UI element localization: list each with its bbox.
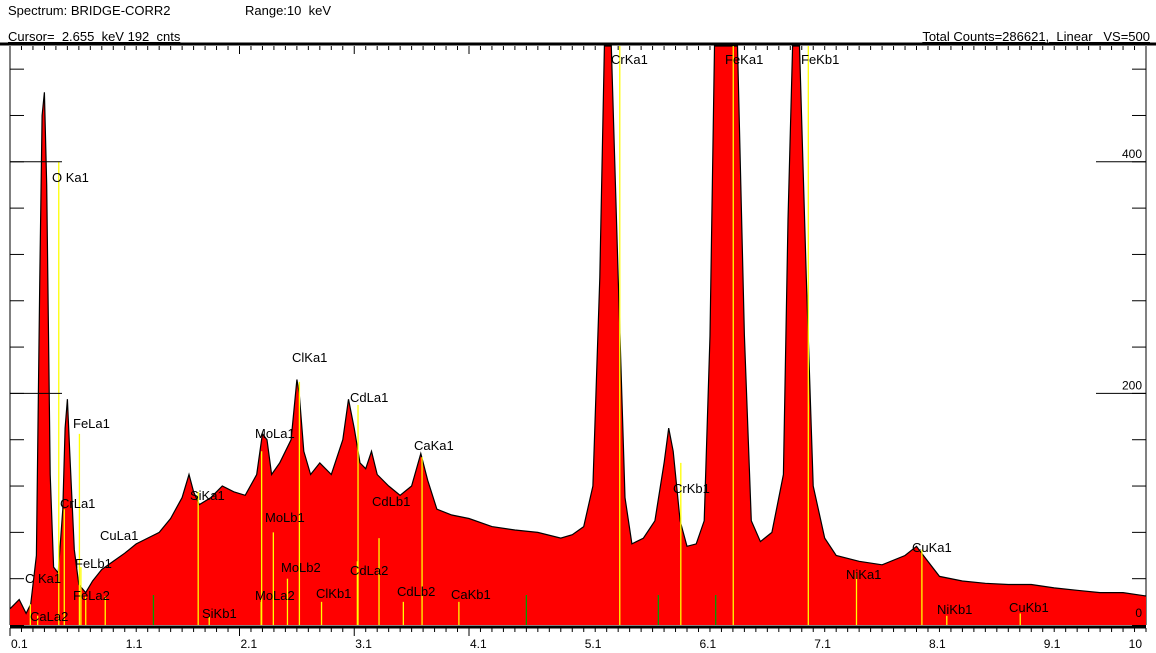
peak-labels: C Ka1 CaLa2 O Ka1 CrLa1 FeLa1 FeLb1 FeLa2 CuLa1… [25,52,1049,624]
x-tick-label: 8.1 [929,637,946,651]
peak-label: NiKb1 [937,602,972,617]
x-tick-label: 7.1 [814,637,831,651]
x-tick-label: 10 [1129,637,1143,651]
peak-label: CdLa2 [350,563,388,578]
x-tick-label: 1.1 [126,637,143,651]
energy-range: Range:10 keV [245,3,332,18]
peak-label: C Ka1 [25,571,61,586]
peak-label: SiKa1 [190,488,225,503]
peak-label: CaKb1 [451,587,491,602]
peak-label: FeLa1 [73,416,110,431]
x-tick-label: 5.1 [585,637,602,651]
x-tick-label: 0.1 [11,637,28,651]
peak-label: MoLa2 [255,588,295,603]
y-tick-label: 400 [1122,147,1142,161]
peak-label: MoLb1 [265,510,305,525]
x-tick-label: 6.1 [699,637,716,651]
spectrum-outline [9,45,1147,615]
peak-label: FeLa2 [73,588,110,603]
peak-label: NiKa1 [846,567,881,582]
peak-label: SiKb1 [202,606,237,621]
x-tick-label: 3.1 [355,637,372,651]
plot-frame [0,42,1156,626]
peak-label: CaLa2 [30,609,68,624]
peak-label: MoLb2 [281,560,321,575]
peak-label: CrKa1 [611,52,648,67]
peak-label: FeLb1 [75,556,112,571]
spectrum-fill [10,46,1146,625]
peak-label: CuLa1 [100,528,138,543]
spectrum-name: Spectrum: BRIDGE-CORR2 [8,3,171,18]
peak-label: CuKb1 [1009,600,1049,615]
peak-label: CrKb1 [673,481,710,496]
peak-label: ClKb1 [316,586,351,601]
peak-label: CaKa1 [414,438,454,453]
spectrum-area [9,45,1147,625]
peak-label: CrLa1 [60,496,95,511]
peak-label: ClKa1 [292,350,327,365]
cursor-readout: Cursor= 2.655 keV 192 cnts [8,29,181,44]
y-tick-label: 200 [1122,378,1142,392]
peak-label: FeKb1 [801,52,839,67]
x-axis: 0.1 1.1 2.1 3.1 4.1 5.1 6.1 7.1 8.1 9.1 10 [9,625,1147,651]
x-tick-label: 4.1 [470,637,487,651]
peak-label: CuKa1 [912,540,952,555]
peak-label: FeKa1 [725,52,763,67]
x-tick-label: 2.1 [240,637,257,651]
y-axis: 400 200 0 [10,147,1146,620]
peak-label: MoLa1 [255,426,295,441]
peak-label: O Ka1 [52,170,89,185]
x-tick-label: 9.1 [1044,637,1061,651]
peak-label: CdLa1 [350,390,388,405]
peak-label: CdLb1 [372,494,410,509]
peak-markers [29,46,1021,625]
peak-label: CdLb2 [397,584,435,599]
total-counts: Total Counts=286621, Linear VS=500 [922,29,1150,44]
y-tick-label: 0 [1135,606,1142,620]
